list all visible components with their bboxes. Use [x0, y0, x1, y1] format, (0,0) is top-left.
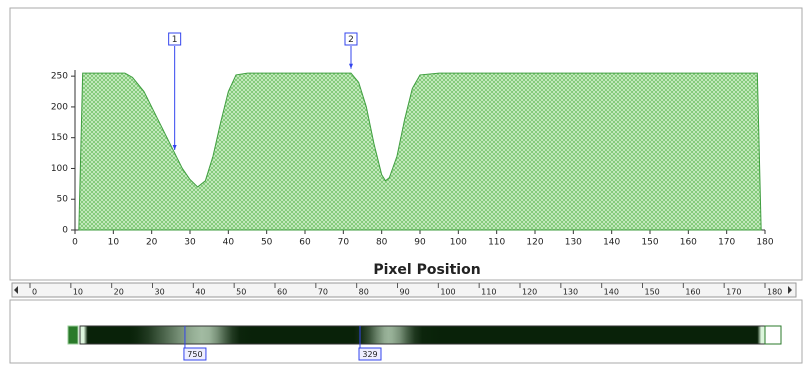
ruler-tick-label: 130 — [563, 288, 578, 297]
x-tick-label: 10 — [108, 238, 120, 248]
ruler-tick-label: 160 — [685, 288, 700, 297]
x-tick-label: 40 — [223, 238, 235, 248]
x-tick-label: 50 — [261, 238, 273, 248]
strip-label: 329 — [362, 350, 377, 359]
marker-label: 2 — [348, 35, 354, 45]
ruler-tick-label: 140 — [604, 288, 619, 297]
x-tick-label: 0 — [72, 238, 78, 248]
strip-end-right — [765, 326, 781, 344]
ruler-tick-label: 80 — [359, 288, 369, 297]
x-tick-label: 140 — [603, 238, 620, 248]
y-tick-label: 100 — [51, 164, 68, 174]
x-axis-label: Pixel Position — [373, 262, 480, 278]
y-tick-label: 250 — [51, 72, 68, 82]
strip-label: 750 — [187, 350, 202, 359]
strip-end-left — [68, 326, 78, 344]
ruler-tick-label: 170 — [726, 288, 741, 297]
x-tick-label: 80 — [376, 238, 388, 248]
ruler-tick-label: 30 — [155, 288, 165, 297]
y-tick-label: 150 — [51, 133, 68, 143]
x-tick-label: 90 — [414, 238, 426, 248]
ruler-tick-label: 90 — [400, 288, 410, 297]
ruler-tick-label: 180 — [767, 288, 782, 297]
ruler-tick-label: 120 — [522, 288, 537, 297]
marker-label: 1 — [172, 35, 178, 45]
ruler-tick-label: 110 — [481, 288, 496, 297]
ruler-tick-label: 150 — [645, 288, 660, 297]
x-tick-label: 160 — [680, 238, 697, 248]
ruler-tick-label: 50 — [236, 288, 246, 297]
x-tick-label: 170 — [718, 238, 735, 248]
x-tick-label: 60 — [299, 238, 311, 248]
ruler-tick-label: 70 — [318, 288, 328, 297]
x-tick-label: 20 — [146, 238, 158, 248]
y-tick-label: 200 — [51, 102, 68, 112]
ruler-tick-label: 0 — [32, 288, 37, 297]
x-tick-label: 130 — [565, 238, 582, 248]
screenshot: Pixel Position 0501001502002500102030405… — [0, 0, 810, 365]
ruler-tick-label: 100 — [440, 288, 455, 297]
x-tick-label: 150 — [641, 238, 658, 248]
ruler-tick-label: 10 — [73, 288, 83, 297]
y-tick-label: 50 — [57, 195, 69, 205]
intensity-strip — [80, 326, 765, 344]
y-tick-label: 0 — [62, 226, 68, 236]
ruler-tick-label: 40 — [195, 288, 205, 297]
ruler-tick-label: 60 — [277, 288, 287, 297]
x-tick-label: 180 — [756, 238, 773, 248]
x-tick-label: 30 — [184, 238, 196, 248]
x-tick-label: 70 — [338, 238, 350, 248]
x-tick-label: 110 — [488, 238, 505, 248]
ruler-tick-label: 20 — [114, 288, 124, 297]
x-tick-label: 120 — [526, 238, 543, 248]
x-tick-label: 100 — [450, 238, 467, 248]
